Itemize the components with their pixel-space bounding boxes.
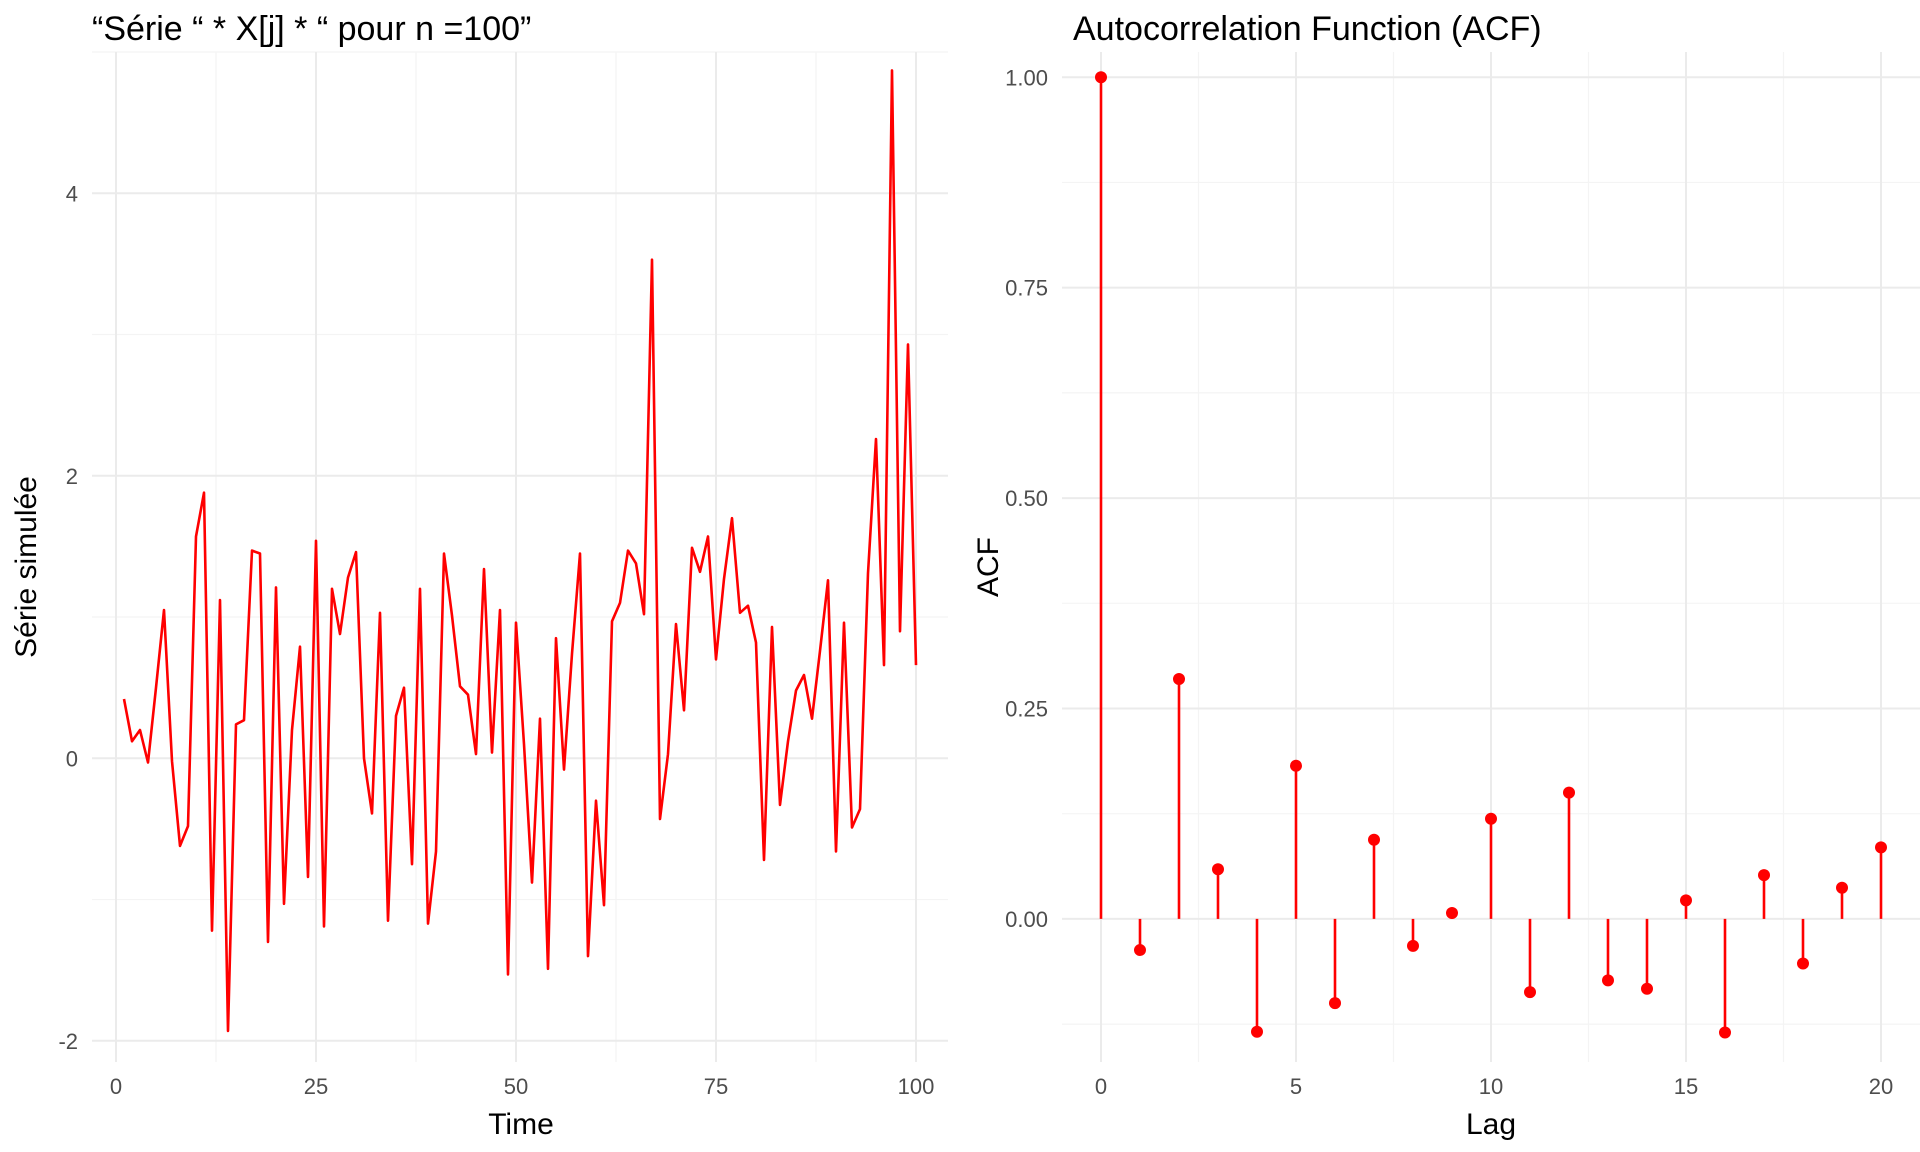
time-series-y-tick-label: 4 <box>66 181 78 206</box>
time-series-marks <box>122 69 918 1033</box>
acf-point-lag-1 <box>1134 944 1146 957</box>
acf-point-lag-15 <box>1680 894 1692 907</box>
acf-x-tick-label: 10 <box>1479 1074 1503 1099</box>
acf-marks <box>1095 71 1887 1039</box>
acf-point-lag-4 <box>1251 1025 1263 1038</box>
acf-point-lag-16 <box>1719 1026 1731 1039</box>
acf-point-lag-3 <box>1212 863 1224 876</box>
time-series-x-tick-label: 75 <box>704 1074 728 1099</box>
acf-x-tick-label: 5 <box>1290 1074 1302 1099</box>
acf-point-lag-17 <box>1758 869 1770 882</box>
acf-point-lag-6 <box>1329 997 1341 1010</box>
time-series-x-tick-label: 25 <box>304 1074 328 1099</box>
acf-point-lag-0 <box>1095 71 1107 84</box>
acf-y-tick-label: 0.00 <box>1005 907 1048 932</box>
acf-point-lag-9 <box>1446 907 1458 920</box>
acf-point-lag-10 <box>1485 812 1497 825</box>
time-series-y-tick-label: 2 <box>66 464 78 489</box>
time-series-x-tick-label: 0 <box>110 1074 122 1099</box>
acf-x-tick-label: 15 <box>1674 1074 1698 1099</box>
acf-point-lag-8 <box>1407 939 1419 952</box>
acf-point-lag-13 <box>1602 974 1614 987</box>
time-series-title: “Série “ * X[j] * “ pour n =100” <box>92 10 531 48</box>
time-series-y-tick-label: -2 <box>58 1029 78 1054</box>
time-series-line <box>122 69 918 1033</box>
acf-x-tick-label: 20 <box>1869 1074 1893 1099</box>
acf-title: Autocorrelation Function (ACF) <box>1073 10 1542 48</box>
acf-point-lag-7 <box>1368 833 1380 846</box>
time-series-x-tick-label: 50 <box>504 1074 528 1099</box>
acf-point-lag-2 <box>1173 673 1185 686</box>
acf-y-axis-title: ACF <box>972 537 1005 597</box>
acf-point-lag-20 <box>1875 841 1887 854</box>
time-series-y-axis-title: Série simulée <box>10 476 43 658</box>
acf-point-lag-18 <box>1797 957 1809 970</box>
acf-x-tick-label: 0 <box>1095 1074 1107 1099</box>
time-series-y-tick-label: 0 <box>66 746 78 771</box>
acf-point-lag-11 <box>1524 986 1536 999</box>
time-series-x-axis-title: Time <box>488 1108 554 1141</box>
time-series-panel: 0 25 50 75 100 -2 0 2 4 “Série “ * X[j] * “ pour… <box>10 10 948 1141</box>
acf-y-tick-label: 0.50 <box>1005 486 1048 511</box>
acf-x-axis-title: Lag <box>1466 1108 1516 1141</box>
acf-point-lag-19 <box>1836 881 1848 894</box>
acf-point-lag-5 <box>1290 759 1302 772</box>
acf-point-lag-14 <box>1641 982 1653 995</box>
acf-point-lag-12 <box>1563 786 1575 799</box>
acf-y-tick-label: 1.00 <box>1005 65 1048 90</box>
acf-y-tick-label: 0.75 <box>1005 276 1048 301</box>
time-series-grid <box>92 51 948 1062</box>
acf-panel: 0 5 10 15 20 0.00 0.25 0.50 0.75 1.00 Autocorrela… <box>972 10 1920 1141</box>
acf-y-tick-label: 0.25 <box>1005 697 1048 722</box>
acf-ticks: 0 5 10 15 20 0.00 0.25 0.50 0.75 1.00 <box>1005 65 1893 1099</box>
time-series-ticks: 0 25 50 75 100 -2 0 2 4 <box>58 181 934 1099</box>
time-series-x-tick-label: 100 <box>898 1074 935 1099</box>
